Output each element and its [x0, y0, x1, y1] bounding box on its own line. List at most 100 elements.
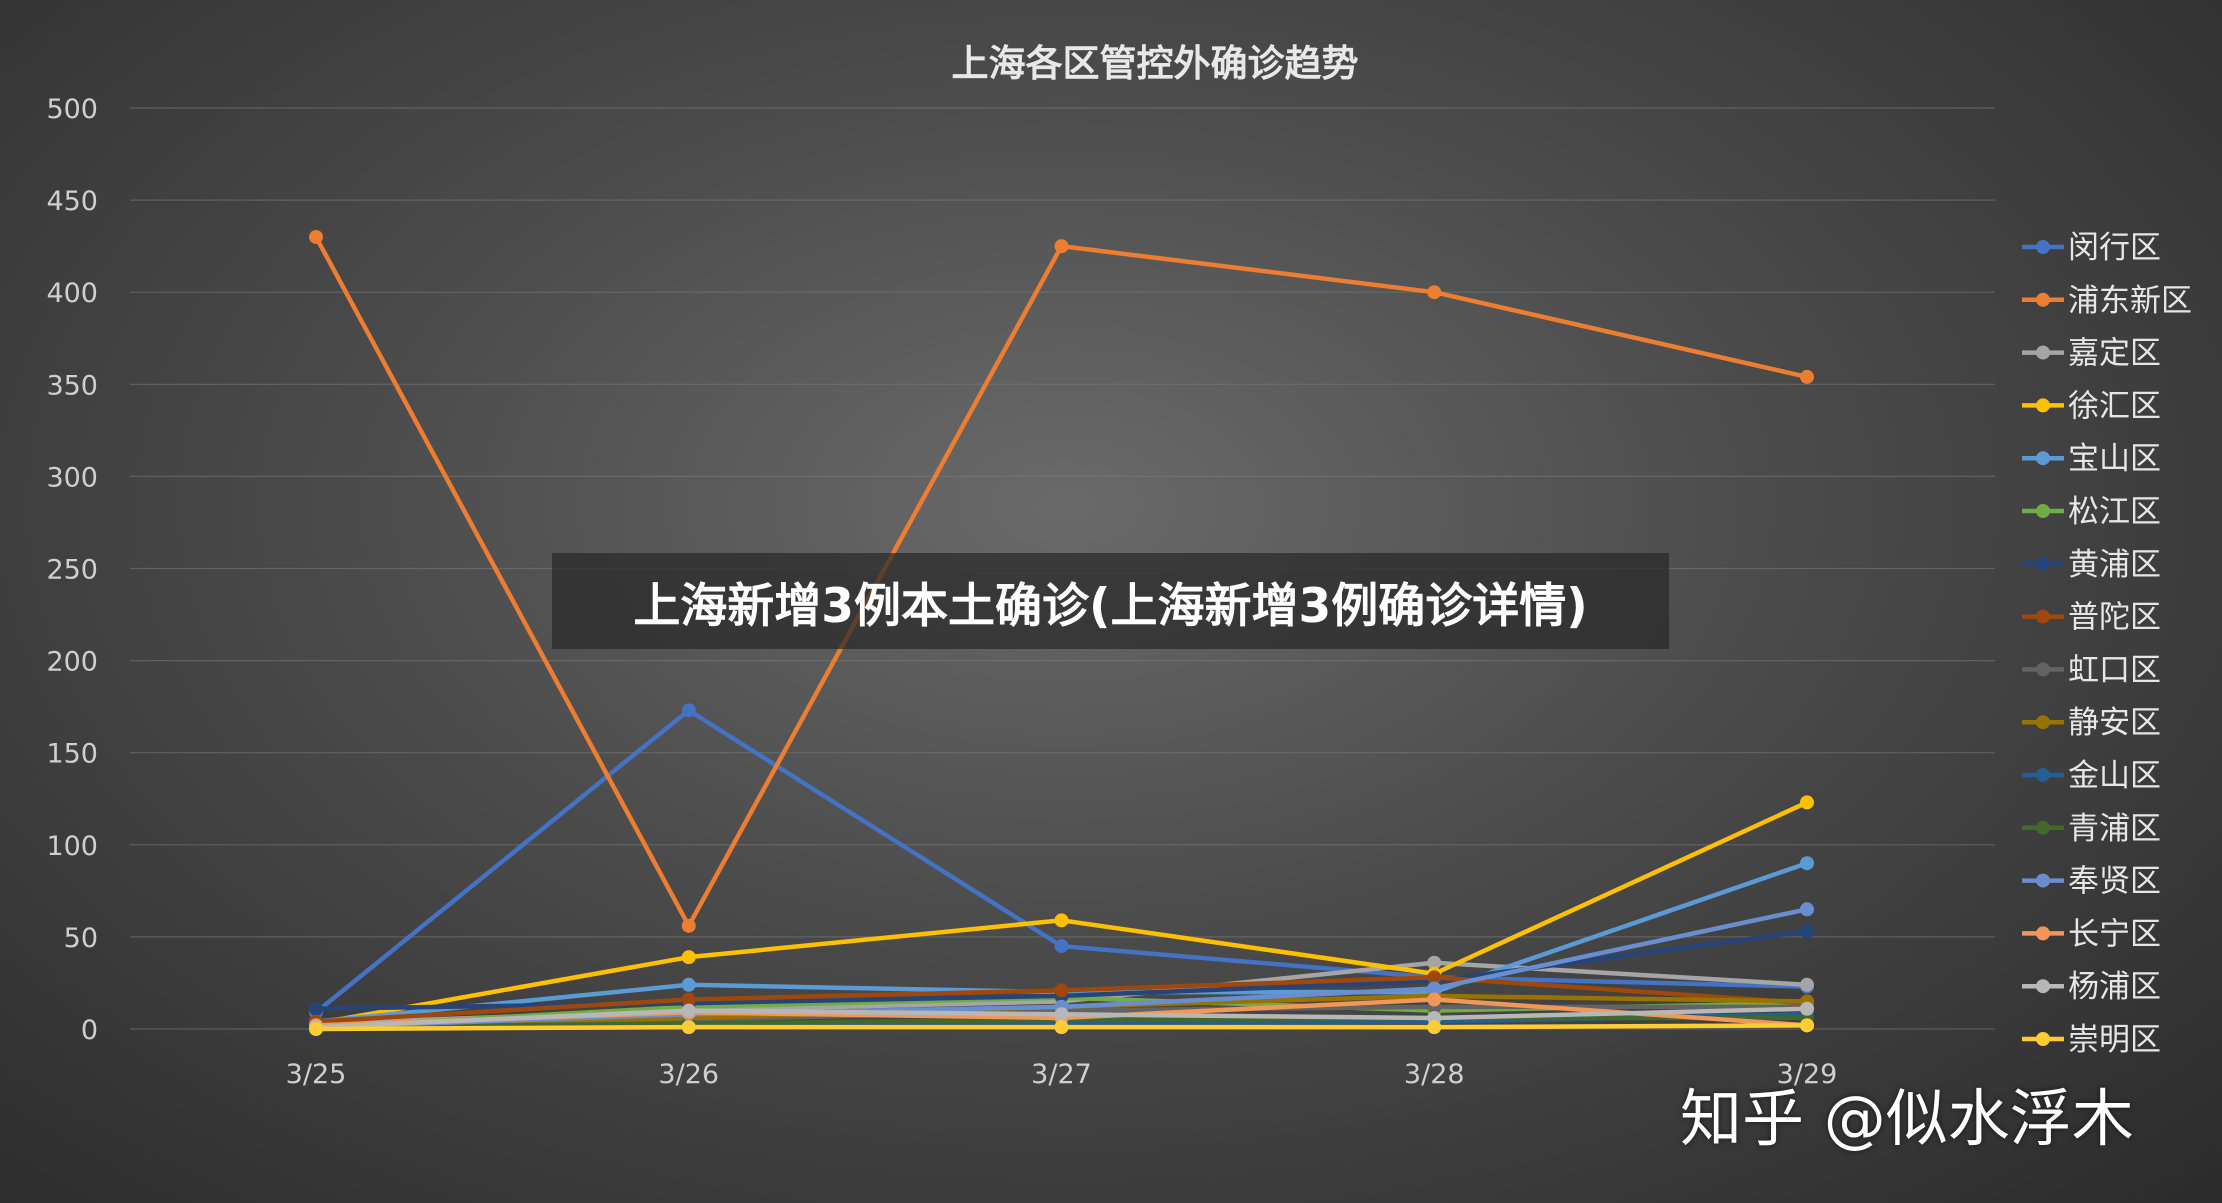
legend-swatch-marker [2036, 345, 2050, 360]
legend-swatch-marker [2036, 556, 2050, 571]
legend-item: 静安区 [2022, 705, 2161, 741]
data-point [1054, 983, 1069, 998]
legend-swatch-marker [2036, 926, 2050, 941]
legend-label: 普陀区 [2068, 600, 2161, 636]
legend-label: 长宁区 [2068, 916, 2161, 952]
legend-label: 静安区 [2068, 705, 2161, 741]
legend-item: 青浦区 [2022, 811, 2161, 847]
legend-swatch-marker [2036, 504, 2050, 518]
y-tick-label: 350 [46, 370, 98, 401]
data-point [1054, 913, 1069, 928]
series-14 [309, 1001, 1814, 1035]
data-point [1800, 977, 1814, 992]
legend-swatch-marker [2036, 1032, 2050, 1046]
chart-title: 上海各区管控外确诊趋势 [952, 42, 1359, 85]
data-point [681, 977, 696, 992]
data-point [1054, 239, 1069, 254]
data-point [1800, 856, 1814, 871]
y-axis-ticks: 0 50 100 150 200 250 300 350 400 450 500 [46, 94, 98, 1046]
legend-swatch-marker [2036, 979, 2050, 994]
legend-item: 奉贤区 [2022, 864, 2161, 900]
legend-swatch-marker [2036, 451, 2050, 466]
series-15 [309, 1018, 1814, 1036]
legend-swatch-marker [2036, 292, 2050, 307]
series-line [314, 708, 1808, 1015]
legend-label: 虹口区 [2068, 652, 2161, 688]
legend-label: 崇明区 [2068, 1022, 2161, 1058]
legend-item: 闵行区 [2022, 230, 2161, 266]
legend-item: 嘉定区 [2022, 336, 2161, 372]
y-tick-label: 50 [64, 923, 98, 954]
legend-label: 嘉定区 [2068, 336, 2161, 372]
data-point [681, 1020, 696, 1035]
legend-swatch-marker [2036, 768, 2050, 782]
legend-swatch-marker [2036, 715, 2050, 730]
legend-swatch-marker [2036, 820, 2050, 835]
data-point [1427, 955, 1442, 970]
data-point [1054, 939, 1069, 954]
legend-swatch-marker [2036, 398, 2050, 413]
data-point [1427, 1020, 1442, 1035]
legend-label: 杨浦区 [2068, 969, 2161, 1005]
legend-item: 虹口区 [2022, 652, 2161, 688]
data-point [681, 1003, 696, 1018]
legend-swatch-marker [2036, 873, 2050, 888]
data-point [309, 1001, 323, 1016]
grid [130, 107, 1995, 1030]
legend-label: 青浦区 [2068, 811, 2161, 847]
y-tick-label: 200 [46, 647, 98, 678]
legend-label: 黄浦区 [2068, 547, 2161, 583]
watermark-text: 知乎 @似水浮木 [1680, 1082, 2134, 1155]
overlay-headline: 上海新增3例本土确诊(上海新增3例确诊详情) [552, 553, 1669, 649]
legend-label: 闵行区 [2068, 230, 2161, 266]
data-point [681, 703, 696, 718]
legend-item: 崇明区 [2022, 1022, 2161, 1058]
legend-label: 徐汇区 [2068, 388, 2161, 424]
legend-item: 普陀区 [2022, 600, 2161, 636]
legend-item: 长宁区 [2022, 916, 2161, 952]
x-axis-ticks: 3/25 3/26 3/27 3/28 3/29 [286, 1059, 1838, 1090]
legend-item: 宝山区 [2022, 441, 2161, 477]
data-point [1427, 285, 1442, 300]
legend-item: 黄浦区 [2022, 547, 2161, 583]
x-tick-label: 3/29 [1777, 1059, 1838, 1090]
legend-swatch-marker [2036, 609, 2050, 624]
data-point [681, 918, 696, 933]
y-tick-label: 150 [46, 739, 98, 770]
legend-swatch-marker [2036, 240, 2050, 254]
data-point [309, 1022, 323, 1036]
data-point [1800, 1018, 1814, 1033]
x-tick-label: 3/27 [1031, 1059, 1092, 1090]
data-point [1054, 1020, 1069, 1035]
x-tick-label: 3/26 [658, 1059, 719, 1090]
data-point [1800, 924, 1814, 939]
legend-label: 奉贤区 [2068, 864, 2161, 900]
legend-item: 浦东新区 [2022, 283, 2192, 319]
data-point [1427, 970, 1442, 985]
data-point [309, 229, 323, 244]
data-point [1054, 1007, 1069, 1022]
legend-item: 杨浦区 [2022, 969, 2161, 1005]
series-lines [309, 229, 1814, 1036]
legend-swatch-marker [2036, 662, 2050, 677]
data-point [1800, 369, 1814, 384]
y-tick-label: 250 [46, 555, 98, 586]
legend-label: 宝山区 [2068, 441, 2161, 477]
data-point [1427, 981, 1442, 996]
legend-item: 徐汇区 [2022, 388, 2161, 424]
data-point [681, 950, 696, 965]
y-tick-label: 400 [46, 278, 98, 309]
legend-item: 金山区 [2022, 758, 2161, 794]
legend-label: 金山区 [2068, 758, 2161, 794]
data-point [1800, 795, 1814, 810]
y-tick-label: 500 [46, 94, 98, 125]
legend-label: 松江区 [2068, 494, 2161, 530]
data-point [1427, 992, 1442, 1007]
y-tick-label: 0 [81, 1015, 98, 1046]
legend-item: 松江区 [2022, 494, 2161, 530]
data-point [1800, 1001, 1814, 1016]
y-tick-label: 450 [46, 186, 98, 217]
series-1 [309, 229, 1814, 933]
